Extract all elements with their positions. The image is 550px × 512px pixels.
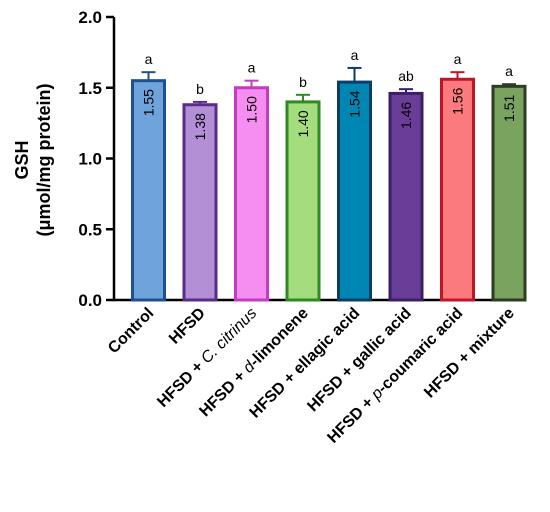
value-label: 1.46	[398, 102, 414, 129]
x-tick-label: HFSD	[166, 305, 209, 348]
bar	[337, 80, 372, 302]
y-tick-label: 0.0	[78, 291, 102, 310]
x-tick-label-part: HFSD	[166, 305, 209, 348]
significance-letter: ab	[398, 68, 414, 84]
x-tick-label: HFSD + C. citrinus	[154, 305, 260, 411]
y-tick-label: 1.0	[78, 150, 102, 169]
bar	[131, 79, 166, 302]
bars	[131, 77, 527, 302]
y-tick-label: 2.0	[78, 8, 102, 27]
y-tick-label: 1.5	[78, 79, 102, 98]
y-axis-title-line2: (μmol/mg protein)	[34, 83, 54, 236]
y-axis-title: GSH (μmol/mg protein)	[12, 83, 54, 236]
value-label: 1.40	[295, 110, 311, 137]
y-ticks: 0.0 0.5 1.0 1.5 2.0	[78, 8, 114, 310]
x-tick-label-part: HFSD +	[324, 391, 380, 447]
value-label: 1.55	[141, 89, 157, 116]
value-label: 1.51	[501, 94, 517, 121]
x-tick-label: HFSD + mixture	[421, 305, 518, 402]
y-tick-label: 0.5	[78, 220, 102, 239]
value-label: 1.56	[450, 87, 466, 114]
x-tick-label-part: HFSD +	[196, 365, 252, 421]
error-bars	[141, 66, 516, 105]
bar	[234, 86, 269, 302]
value-labels: 1.55 1.38 1.50 1.40 1.54 1.46 1.56 1.51	[141, 87, 518, 140]
bar	[285, 100, 321, 302]
value-label: 1.54	[347, 90, 363, 117]
significance-letter: a	[248, 60, 256, 76]
significance-letter: b	[299, 74, 307, 90]
significance-letter: a	[505, 63, 513, 79]
significance-letter: a	[351, 47, 359, 63]
value-label: 1.38	[192, 113, 208, 140]
x-tick-label-part: Control	[105, 305, 157, 357]
bar	[440, 77, 475, 302]
x-tick-label: Control	[105, 305, 157, 357]
y-axis-title-line1: GSH	[12, 140, 32, 179]
significance-letter: a	[454, 51, 462, 67]
significance-letter: b	[196, 81, 204, 97]
value-label: 1.50	[244, 96, 260, 123]
bar	[182, 103, 218, 302]
x-tick-label-part: HFSD + mixture	[421, 305, 518, 402]
significance-letter: a	[145, 51, 153, 67]
